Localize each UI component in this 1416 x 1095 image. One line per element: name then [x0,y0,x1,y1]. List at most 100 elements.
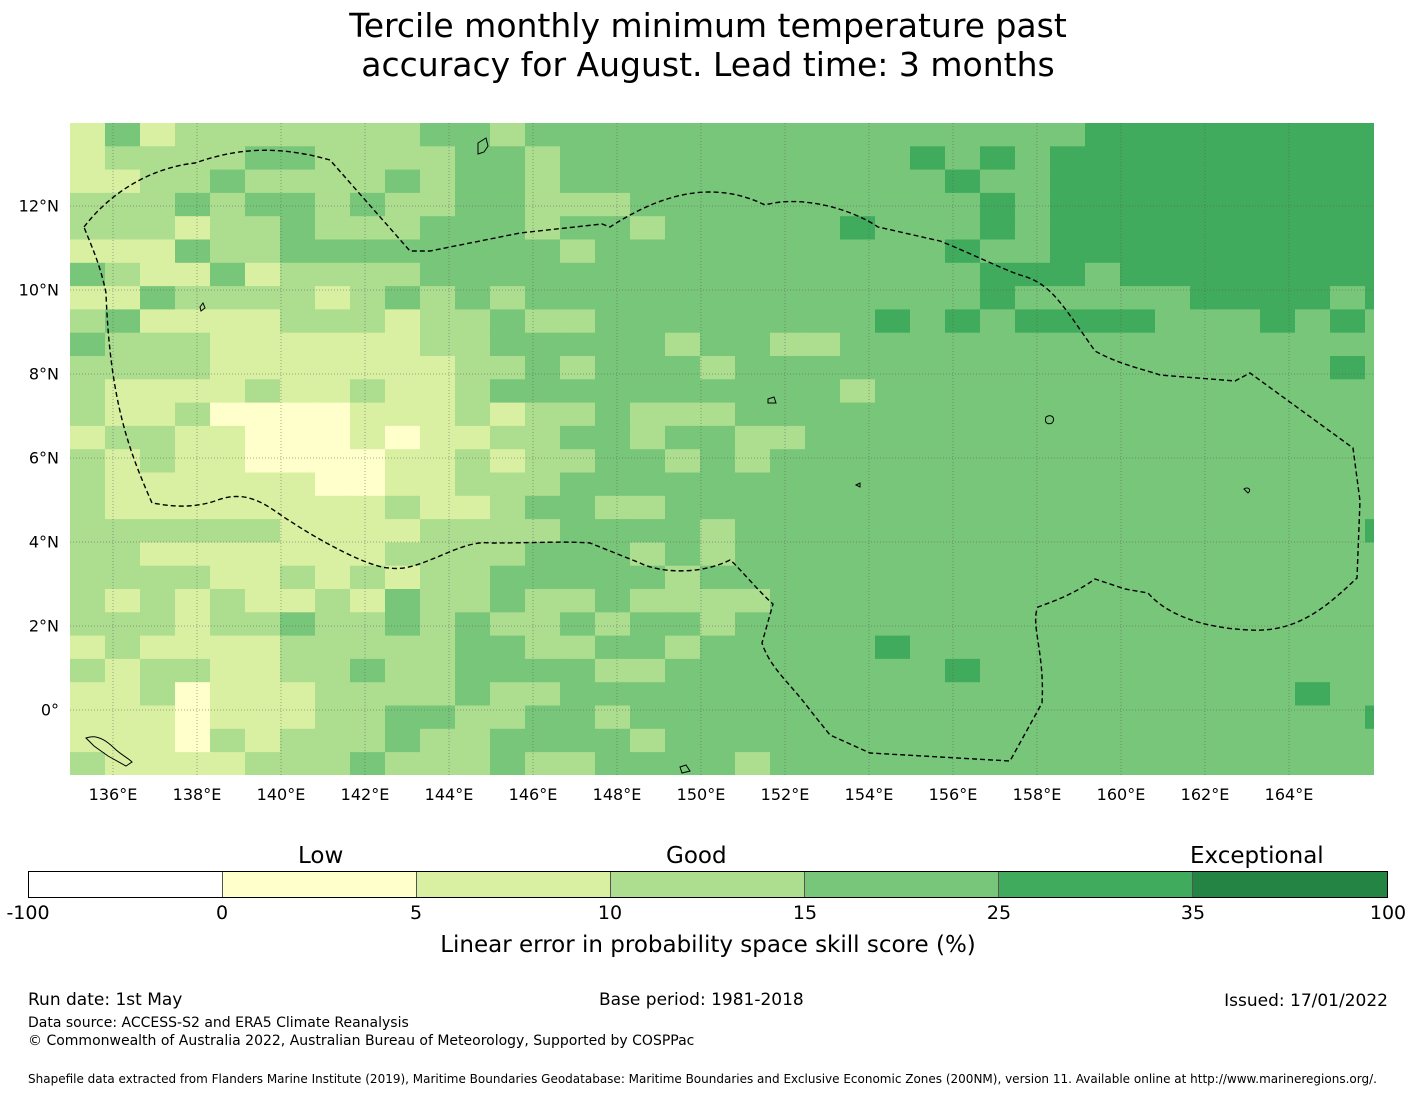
skill-cell [525,752,561,775]
skill-cell [70,658,106,683]
skill-cell [1120,402,1156,427]
skill-cell [910,472,946,497]
skill-cell [1120,449,1156,473]
skill-cell [1190,332,1226,357]
skill-cell [315,192,351,217]
skill-cell [1225,752,1261,775]
skill-cell [140,262,176,287]
skill-cell [385,309,421,334]
skill-cell [525,379,561,404]
skill-cell [210,309,246,334]
skill-cell [350,472,386,497]
colorbar-tick: -100 [6,902,50,924]
skill-cell [1295,728,1331,753]
skill-cell [1155,705,1191,730]
skill-cell [1050,402,1086,427]
skill-cell [875,635,911,660]
skill-cell [1365,332,1374,357]
skill-cell [1295,612,1331,637]
skill-cell [1050,356,1086,380]
colorbar-segment [417,872,611,897]
skill-cell [350,589,386,613]
skill-cell [70,262,106,287]
skill-cell [210,379,246,404]
skill-cell [315,728,351,753]
skill-cell [945,589,981,613]
skill-cell [245,519,281,543]
skill-cell [70,425,106,450]
skill-cell [1365,565,1374,590]
skill-cell [140,542,176,567]
skill-cell [105,752,141,775]
skill-cell [1015,239,1051,264]
skill-cell [1190,192,1226,217]
skill-cell [1050,752,1086,775]
skill-cell [1295,519,1331,543]
skill-cell [805,449,841,473]
skill-cell [1330,658,1366,683]
skill-cell [105,262,141,287]
skill-cell [1155,123,1191,147]
skill-cell [1155,286,1191,310]
skill-cell [1085,309,1121,334]
skill-cell [350,542,386,567]
skill-cell [1225,146,1261,171]
skill-cell [1330,612,1366,637]
skill-cell [840,495,876,520]
skill-cell [1295,216,1331,240]
skill-cell [875,658,911,683]
skill-cell [1120,286,1156,310]
skill-cell [840,169,876,194]
skill-cell [175,425,211,450]
skill-cell [140,332,176,357]
skill-cell [1050,565,1086,590]
skill-cell [175,752,211,775]
skill-cell [140,216,176,240]
skill-cell [1295,379,1331,404]
skill-cell [245,332,281,357]
skill-cell [665,286,701,310]
skill-cell [770,192,806,217]
skill-cell [490,192,526,217]
skill-cell [560,728,596,753]
skill-cell [1330,542,1366,567]
skill-cell [980,705,1016,730]
skill-cell [595,146,631,171]
skill-cell [315,589,351,613]
skill-cell [350,449,386,473]
skill-cell [630,728,666,753]
skill-cell [665,262,701,287]
colorbar-class-good: Good [666,843,727,869]
skill-cell [1155,612,1191,637]
skill-cell [980,682,1016,706]
skill-cell [770,519,806,543]
skill-cell [525,216,561,240]
skill-cell [525,146,561,171]
y-tick-label: 4°N [28,532,59,552]
skill-cell [1120,682,1156,706]
skill-cell [1330,309,1366,334]
skill-cell [700,286,736,310]
y-tick-label: 6°N [28,448,59,468]
skill-cell [945,472,981,497]
skill-cell [1365,752,1374,775]
skill-cell [910,728,946,753]
skill-cell [945,402,981,427]
skill-cell [735,589,771,613]
skill-cell [980,635,1016,660]
skill-cell [315,356,351,380]
skill-cell [70,752,106,775]
title-line-2: accuracy for August. Lead time: 3 months [361,45,1055,84]
skill-cell [840,565,876,590]
skill-cell [840,192,876,217]
skill-cell [630,519,666,543]
skill-cell [910,658,946,683]
skill-cell [350,705,386,730]
x-tick-label: 138°E [172,785,222,804]
skill-cell [840,425,876,450]
skill-cell [875,286,911,310]
skill-cell [1260,123,1296,147]
skill-cell [245,309,281,334]
skill-cell [175,449,211,473]
skill-cell [315,123,351,147]
